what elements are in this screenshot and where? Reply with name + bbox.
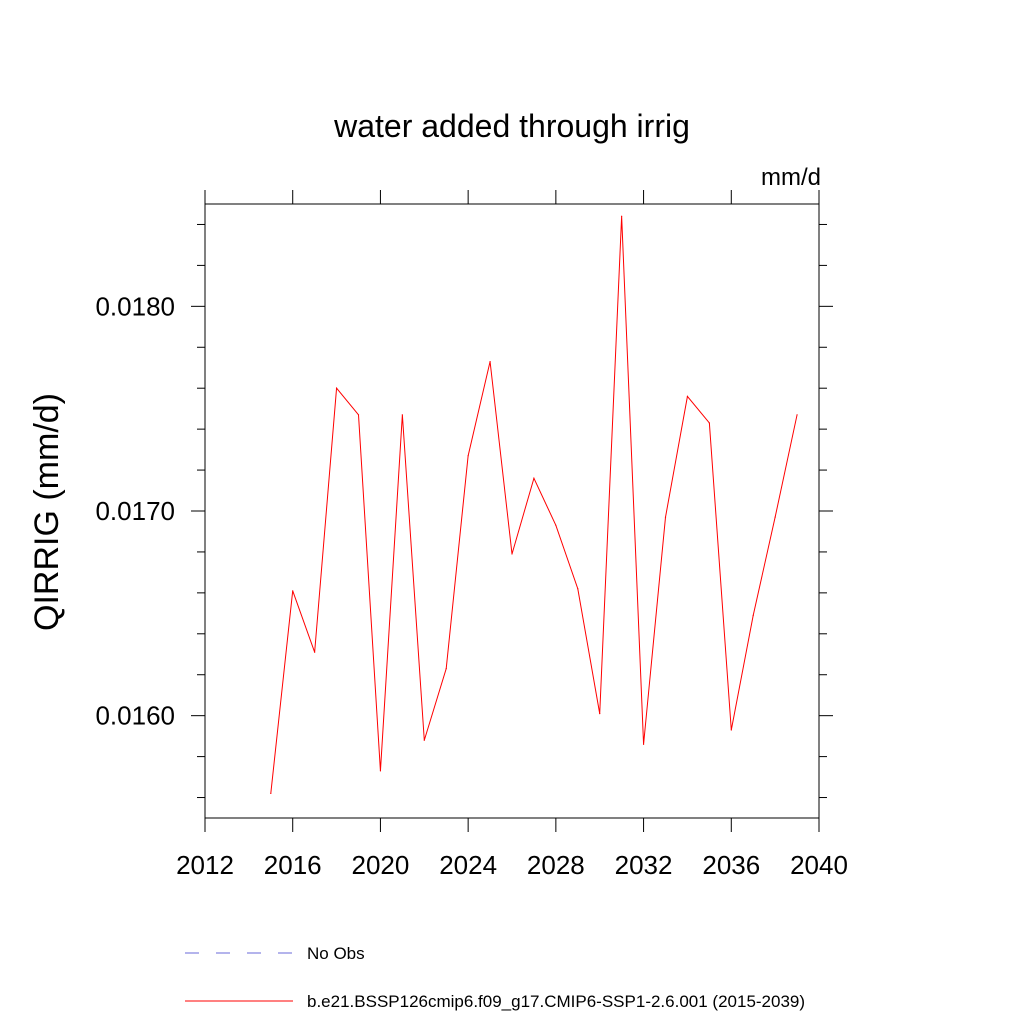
x-tick-labels: 2012 2016 2020 2024 2028 2032 2036 2040 (176, 850, 848, 880)
x-tick-label-2024: 2024 (439, 850, 497, 880)
data-point-2015 (270, 792, 272, 795)
x-tick-label-2016: 2016 (264, 850, 322, 880)
series-group (270, 215, 798, 795)
data-point-2033 (664, 516, 667, 518)
data-point-2036 (730, 729, 732, 731)
data-point-2027 (533, 477, 535, 479)
x-tick-label-2040: 2040 (790, 850, 848, 880)
chart-title: water added through irrig (333, 108, 690, 144)
data-point-2017 (314, 651, 316, 653)
data-point-2022 (423, 739, 425, 741)
chart-units: mm/d (761, 164, 821, 191)
data-point-2021 (401, 414, 403, 416)
x-tick-label-2020: 2020 (352, 850, 410, 880)
data-point-2020 (379, 770, 382, 772)
data-point-2025 (489, 360, 491, 363)
data-point-2034 (686, 395, 689, 397)
data-point-2029 (577, 588, 579, 590)
legend: No Obs b.e21.BSSP126cmip6.f09_g17.CMIP6-… (185, 944, 805, 1011)
data-point-2037 (752, 614, 754, 616)
y-tick-labels: 0.0160 0.0170 0.0180 (95, 291, 175, 730)
data-point-2035 (708, 422, 710, 424)
data-point-2038 (774, 516, 776, 518)
legend-label-model-run: b.e21.BSSP126cmip6.f09_g17.CMIP6-SSP1-2.… (307, 992, 805, 1011)
y-tick-label-0.0170: 0.0170 (95, 496, 175, 526)
data-point-2016 (292, 590, 294, 592)
data-point-2023 (445, 667, 447, 670)
y-tick-label-0.0180: 0.0180 (95, 291, 175, 321)
y-axis-label: QIRRIG (mm/d) (28, 393, 66, 631)
x-tick-label-2028: 2028 (527, 850, 585, 880)
data-point-2039 (796, 414, 798, 416)
data-point-2032 (642, 743, 645, 745)
x-tick-label-2012: 2012 (176, 850, 234, 880)
series-line-0 (270, 216, 798, 794)
y-tick-label-0.0160: 0.0160 (95, 701, 175, 731)
data-point-2019 (357, 414, 360, 416)
data-point-2026 (511, 553, 513, 555)
data-point-2030 (599, 713, 601, 715)
legend-label-no-obs: No Obs (307, 944, 365, 963)
data-point-2018 (335, 387, 338, 389)
data-point-2024 (467, 455, 469, 457)
data-point-2028 (555, 524, 557, 526)
data-point-2031 (621, 215, 623, 217)
axis-ticks (191, 190, 833, 832)
plot-frame (204, 203, 820, 819)
x-tick-label-2032: 2032 (615, 850, 673, 880)
x-tick-label-2036: 2036 (702, 850, 760, 880)
